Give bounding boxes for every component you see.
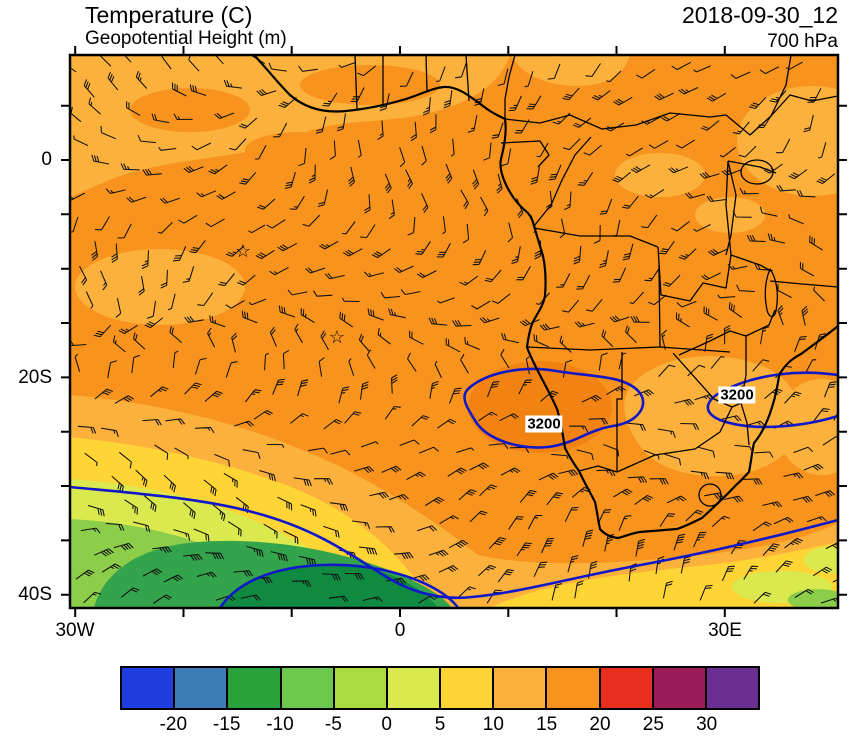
star-icon: ☆ <box>235 241 251 261</box>
colorbar-tick-label: 25 <box>642 714 664 735</box>
colorbar-tick-label: 10 <box>482 714 504 735</box>
y-axis-label: 40S <box>18 584 52 605</box>
colorbar-cell <box>494 668 548 708</box>
contour-label: 3200 <box>718 386 756 404</box>
colorbar-cell <box>600 668 654 708</box>
colorbar-cell <box>387 668 442 708</box>
colorbar-cell <box>653 668 707 708</box>
y-axis-label: 20S <box>18 367 52 388</box>
colorbar-cell <box>228 668 282 708</box>
colorbar-tick-label: -5 <box>324 714 342 735</box>
map-area: ☆☆ <box>70 55 838 608</box>
colorbar-cell <box>441 668 495 708</box>
x-axis-label: 30W <box>55 620 95 641</box>
colorbar-tick-label: 5 <box>434 714 446 735</box>
temperature-fill-layer <box>70 55 838 608</box>
coastline-borders-layer <box>253 55 838 540</box>
valid-datetime: 2018-09-30_12 <box>681 2 838 28</box>
x-axis-label: 0 <box>394 620 406 641</box>
pressure-level: 700 hPa <box>767 31 838 52</box>
colorbar-tick-label: 30 <box>696 714 718 735</box>
plot-frame <box>68 53 840 610</box>
wind-barbs-layer <box>70 55 838 604</box>
colorbar-tick-label: 20 <box>589 714 611 735</box>
axis-ticks <box>61 46 847 617</box>
page-subtitle: Geopotential Height (m) <box>85 28 287 49</box>
colorbar-cell <box>706 668 759 708</box>
y-axis-label: 0 <box>41 149 52 170</box>
star-icon: ☆ <box>329 327 345 347</box>
colorbar-tick-label: 0 <box>381 714 392 735</box>
colorbar-tick-label: -20 <box>159 714 188 735</box>
colorbar-cell <box>334 668 388 708</box>
map-plot: ☆☆ <box>61 46 847 617</box>
geopotential-contour-layer <box>70 367 838 608</box>
page-title: Temperature (C) <box>85 2 253 28</box>
coastline <box>253 55 838 540</box>
colorbar-tick-label: -10 <box>266 714 294 735</box>
colorbar-cell <box>122 668 176 708</box>
colorbar-cell <box>547 668 601 708</box>
x-axis-label: 30E <box>708 620 742 641</box>
colorbar <box>120 666 760 710</box>
colorbar-cell <box>281 668 335 708</box>
contour-label: 3200 <box>525 415 563 433</box>
colorbar-tick-label: 15 <box>536 714 558 735</box>
colorbar-tick-label: -15 <box>212 714 241 735</box>
colorbar-cell <box>175 668 229 708</box>
